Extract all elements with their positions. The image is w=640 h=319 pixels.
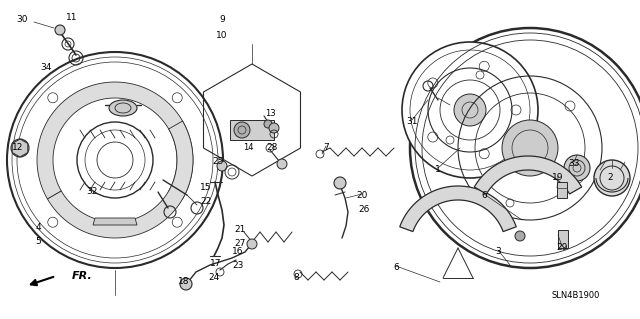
Text: 17: 17 [211,259,221,269]
Circle shape [55,25,65,35]
Circle shape [234,122,250,138]
Circle shape [502,120,558,176]
Text: 22: 22 [200,197,212,206]
Polygon shape [400,186,516,232]
Text: 26: 26 [358,205,370,214]
Text: 6: 6 [481,191,487,201]
Text: 25: 25 [212,158,224,167]
Text: 27: 27 [234,240,246,249]
Circle shape [454,94,486,126]
Polygon shape [230,120,274,140]
Circle shape [264,120,272,128]
Circle shape [217,161,227,171]
Ellipse shape [109,100,137,116]
Circle shape [594,160,630,196]
Circle shape [334,177,346,189]
Circle shape [564,155,590,181]
Text: 8: 8 [293,273,299,283]
Text: 20: 20 [356,191,368,201]
Text: 6: 6 [393,263,399,272]
Text: FR.: FR. [72,271,93,281]
Text: 18: 18 [179,278,189,286]
Polygon shape [47,121,193,238]
Circle shape [402,42,538,178]
Text: 4: 4 [35,224,41,233]
Text: 2: 2 [607,174,613,182]
Text: 34: 34 [40,63,52,72]
Circle shape [269,123,279,133]
Text: 14: 14 [243,144,253,152]
Text: 29: 29 [556,243,568,253]
Circle shape [410,28,640,268]
Text: 31: 31 [406,117,418,127]
Text: 24: 24 [209,273,220,283]
Circle shape [247,239,257,249]
Text: 11: 11 [67,13,77,23]
Circle shape [277,159,287,169]
Text: 30: 30 [16,16,28,25]
Polygon shape [12,139,28,157]
Circle shape [180,278,192,290]
Polygon shape [37,82,193,199]
Text: 28: 28 [266,144,278,152]
Text: 15: 15 [200,183,212,192]
Text: 23: 23 [232,262,244,271]
Text: 10: 10 [216,32,228,41]
Text: 13: 13 [265,109,275,118]
Text: SLN4B1900: SLN4B1900 [552,292,600,300]
Circle shape [515,231,525,241]
Text: 21: 21 [234,226,246,234]
Polygon shape [474,156,582,194]
Text: 7: 7 [323,144,329,152]
Text: 5: 5 [35,238,41,247]
Text: 12: 12 [12,144,24,152]
Polygon shape [558,230,568,248]
Text: 3: 3 [495,248,501,256]
Text: 33: 33 [568,160,580,168]
Text: 19: 19 [552,174,564,182]
Text: 16: 16 [232,248,244,256]
Text: 9: 9 [219,16,225,25]
Polygon shape [557,182,567,198]
Circle shape [11,139,29,157]
Polygon shape [93,218,137,225]
Text: 1: 1 [435,166,441,174]
Text: 32: 32 [86,188,98,197]
